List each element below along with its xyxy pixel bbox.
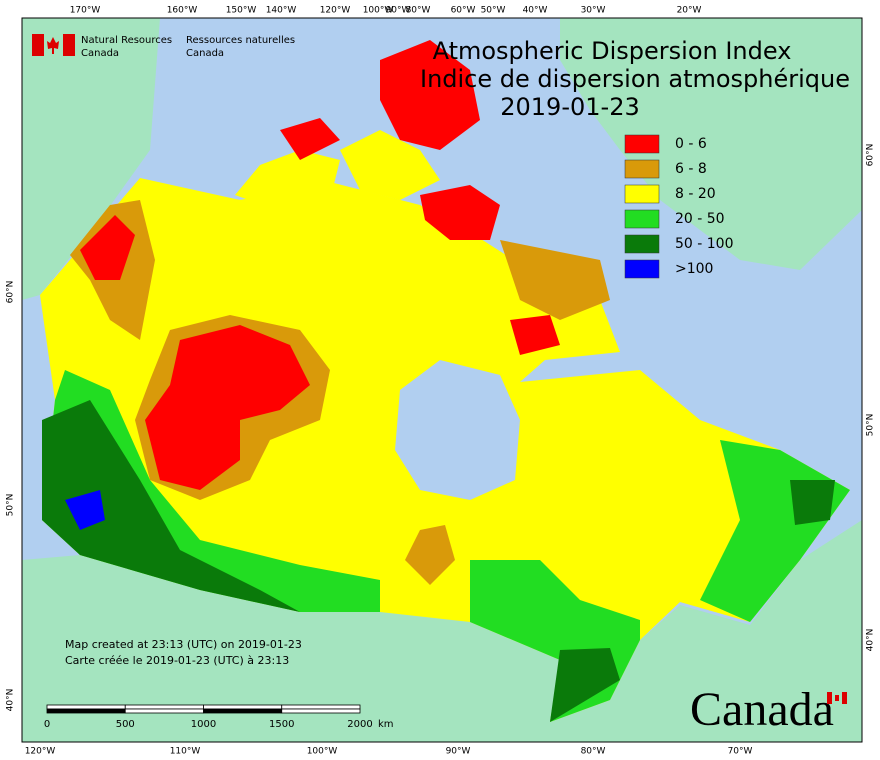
- greenland: [560, 18, 862, 270]
- map-frame: [21, 17, 863, 743]
- longitude-label: 50°W: [481, 6, 506, 16]
- wordmark: Canada: [690, 683, 834, 736]
- legend-label: 50 - 100: [675, 236, 734, 252]
- longitude-label: 90°W: [446, 747, 471, 757]
- united-states: [22, 520, 862, 742]
- alaska: [22, 18, 160, 300]
- legend-swatch: [624, 234, 660, 254]
- flag-bar: [827, 692, 832, 704]
- flag-bar: [63, 34, 75, 56]
- zone-orange: [405, 525, 455, 585]
- longitude-label: 40°W: [523, 6, 548, 16]
- scale-segment: [203, 708, 283, 714]
- legend-label: 8 - 20: [675, 186, 716, 202]
- maple-leaf: [47, 37, 59, 54]
- latitude-label: 50°N: [866, 414, 876, 437]
- scale-segment: [124, 704, 204, 710]
- longitude-label: 120°W: [320, 6, 351, 16]
- scale-segment: [203, 704, 283, 710]
- longitude-label: 80°W: [406, 6, 431, 16]
- legend-swatch: [624, 259, 660, 279]
- longitude-label: 160°W: [167, 6, 198, 16]
- credit: Map created at 23:13 (UTC) on 2019-01-23: [65, 638, 302, 651]
- scale-label: 1500: [269, 719, 294, 730]
- maple-leaf: [835, 695, 839, 701]
- latitude-label: 60°N: [866, 144, 876, 167]
- scale-label: 2000: [347, 719, 372, 730]
- latitude-label: 40°N: [866, 629, 876, 652]
- legend-swatch: [624, 184, 660, 204]
- flag-bar: [842, 692, 847, 704]
- longitude-label: 100°W: [307, 747, 338, 757]
- zone-red: [80, 215, 135, 280]
- longitude-label: 170°W: [70, 6, 101, 16]
- scale-segment: [46, 704, 126, 710]
- scale-segment: [46, 708, 126, 714]
- legend-label: 0 - 6: [675, 136, 707, 152]
- longitude-label: 150°W: [226, 6, 257, 16]
- scale-segment: [124, 708, 204, 714]
- longitude-label: 70°W: [728, 747, 753, 757]
- latitude-label: 40°N: [6, 689, 16, 712]
- agency-en: Natural Resources: [81, 35, 172, 46]
- zone-red: [420, 185, 500, 240]
- longitude-label: 60°W: [451, 6, 476, 16]
- flag-bar: [32, 34, 44, 56]
- longitude-label: 20°W: [677, 6, 702, 16]
- longitude-label: 120°W: [25, 747, 56, 757]
- hudson-bay: [395, 360, 520, 500]
- latitude-label: 60°N: [6, 281, 16, 304]
- latitude-label: 50°N: [6, 494, 16, 517]
- zone-dark-green: [550, 648, 620, 722]
- zone-red: [380, 40, 480, 150]
- legend-label: 6 - 8: [675, 161, 707, 177]
- zone-dark-green: [790, 480, 835, 525]
- longitude-label: 100°W: [363, 6, 394, 16]
- scale-label: 500: [116, 719, 135, 730]
- legend-swatch: [624, 134, 660, 154]
- legend-label: 20 - 50: [675, 211, 725, 227]
- title-date: 2019-01-23: [500, 93, 639, 121]
- agency-fr: Ressources naturelles: [186, 35, 295, 46]
- longitude-label: 90°W: [386, 6, 411, 16]
- title-fr: Indice de dispersion atmosphérique: [420, 65, 850, 93]
- zone-red: [510, 315, 560, 355]
- scale-label: 0: [44, 719, 50, 730]
- longitude-label: 110°W: [170, 747, 201, 757]
- credit: Carte créée le 2019-01-23 (UTC) à 23:13: [65, 654, 289, 667]
- scale-unit: km: [378, 719, 394, 730]
- zone-red: [280, 118, 340, 160]
- legend-swatch: [624, 159, 660, 179]
- zone-dark-green: [42, 400, 300, 612]
- scale-segment: [281, 708, 361, 714]
- island: [235, 150, 340, 215]
- longitude-label: 80°W: [581, 747, 606, 757]
- wordmark-flag: [827, 692, 847, 704]
- longitude-label: 140°W: [266, 6, 297, 16]
- island: [340, 130, 440, 200]
- title-en: Atmospheric Dispersion Index: [433, 37, 792, 65]
- zone-orange: [500, 240, 610, 320]
- zone-red: [145, 325, 310, 490]
- scale-label: 1000: [191, 719, 216, 730]
- agency-fr: Canada: [186, 48, 224, 59]
- zone-blue: [65, 490, 105, 530]
- agency-en: Canada: [81, 48, 119, 59]
- scale-segment: [281, 704, 361, 710]
- legend-swatch: [624, 209, 660, 229]
- longitude-label: 30°W: [581, 6, 606, 16]
- map-area: [21, 17, 863, 743]
- legend-label: >100: [675, 261, 713, 277]
- agency-logo: [32, 34, 75, 56]
